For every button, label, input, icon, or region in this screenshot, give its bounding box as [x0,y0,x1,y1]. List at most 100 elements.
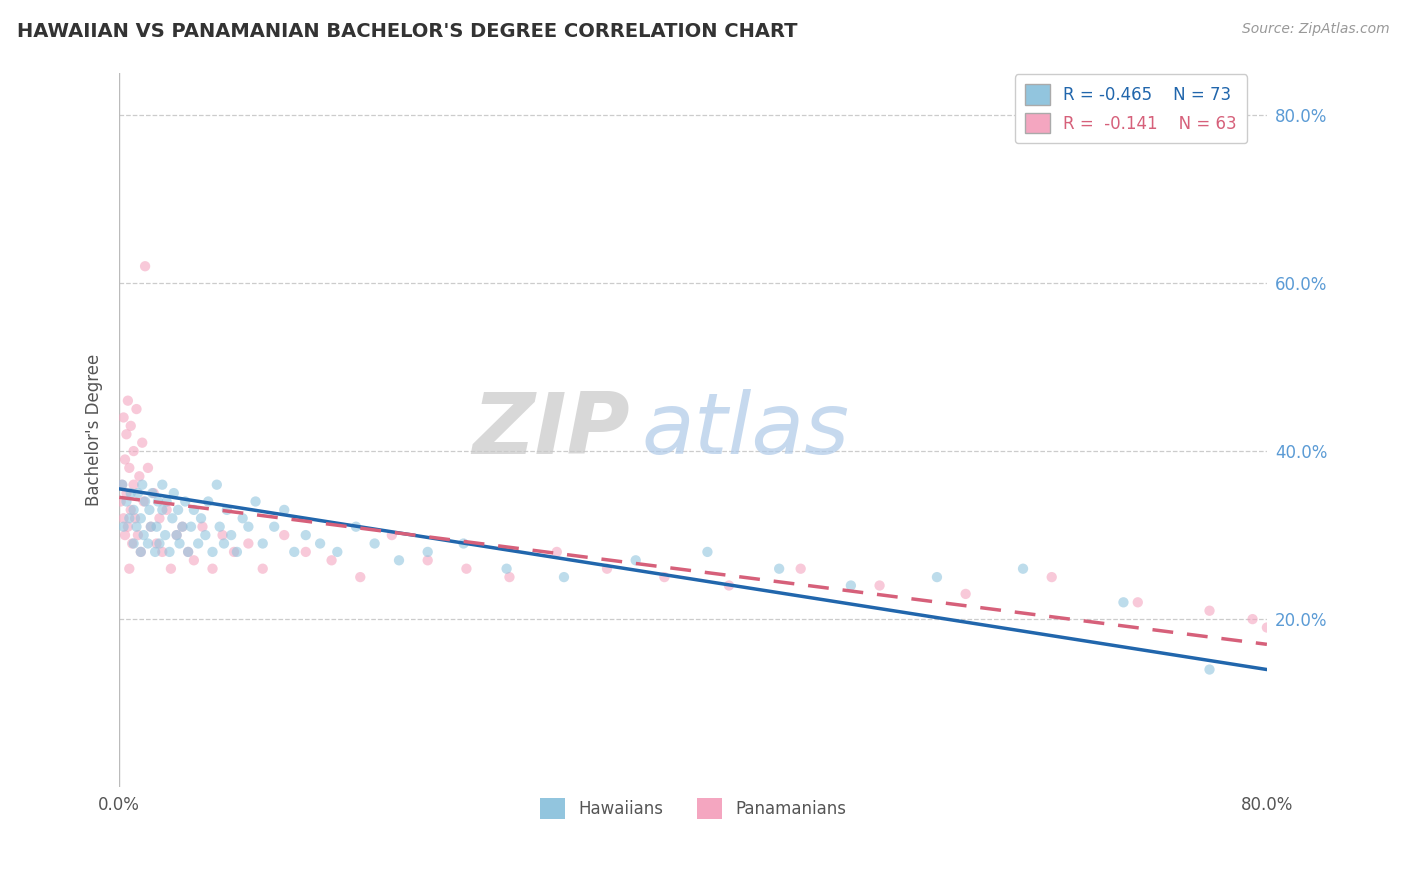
Point [1256,621,1278,635]
Point [416,553,439,567]
Point [169,536,191,550]
Point [363,536,385,550]
Point [294,545,316,559]
Point [142,486,165,500]
Point [112,410,135,425]
Point [177,545,200,559]
Point [139,519,162,533]
Point [112,511,135,525]
Point [148,511,170,525]
Point [172,519,194,533]
Point [283,545,305,559]
Point [120,418,142,433]
Text: HAWAIIAN VS PANAMANIAN BACHELOR'S DEGREE CORRELATION CHART: HAWAIIAN VS PANAMANIAN BACHELOR'S DEGREE… [17,22,797,41]
Point [252,536,274,550]
Point [263,519,285,533]
Point [125,519,148,533]
Point [232,511,254,525]
Point [136,536,159,550]
Point [215,503,238,517]
Point [201,562,224,576]
Point [222,545,245,559]
Point [321,553,343,567]
Point [134,494,156,508]
Point [839,578,862,592]
Point [129,545,152,559]
Point [172,519,194,533]
Point [138,503,160,517]
Point [453,536,475,550]
Point [456,562,478,576]
Point [167,503,190,517]
Point [145,536,167,550]
Point [146,494,169,508]
Legend: Hawaiians, Panamanians: Hawaiians, Panamanians [533,791,853,825]
Point [132,494,155,508]
Point [122,536,145,550]
Point [495,562,517,576]
Point [110,494,132,508]
Point [111,477,134,491]
Point [1241,612,1264,626]
Point [194,528,217,542]
Point [148,536,170,550]
Point [124,511,146,525]
Point [127,528,149,542]
Point [131,477,153,491]
Point [252,562,274,576]
Point [205,477,228,491]
Point [1040,570,1063,584]
Point [115,486,138,500]
Point [115,427,138,442]
Point [211,528,233,542]
Point [273,528,295,542]
Point [201,545,224,559]
Point [381,528,404,542]
Point [166,528,188,542]
Point [174,494,197,508]
Point [129,545,152,559]
Point [156,494,179,508]
Point [114,452,136,467]
Point [212,536,235,550]
Point [131,435,153,450]
Point [117,393,139,408]
Text: ZIP: ZIP [472,389,630,472]
Point [114,528,136,542]
Point [955,587,977,601]
Point [153,528,176,542]
Point [122,444,145,458]
Point [122,477,145,491]
Point [139,519,162,533]
Point [768,562,790,576]
Point [118,511,141,525]
Point [145,519,167,533]
Point [111,477,134,491]
Point [132,528,155,542]
Point [120,486,142,500]
Point [789,562,811,576]
Point [143,545,166,559]
Point [183,553,205,567]
Point [238,536,260,550]
Point [596,562,619,576]
Point [546,545,568,559]
Point [553,570,575,584]
Point [122,503,145,517]
Point [294,528,316,542]
Point [190,511,212,525]
Point [180,519,202,533]
Point [869,578,891,592]
Point [344,519,367,533]
Point [309,536,332,550]
Point [118,562,141,576]
Point [654,570,676,584]
Point [134,259,156,273]
Point [245,494,267,508]
Point [166,528,188,542]
Point [150,545,173,559]
Point [121,536,143,550]
Text: atlas: atlas [641,389,849,472]
Point [498,570,520,584]
Point [128,469,150,483]
